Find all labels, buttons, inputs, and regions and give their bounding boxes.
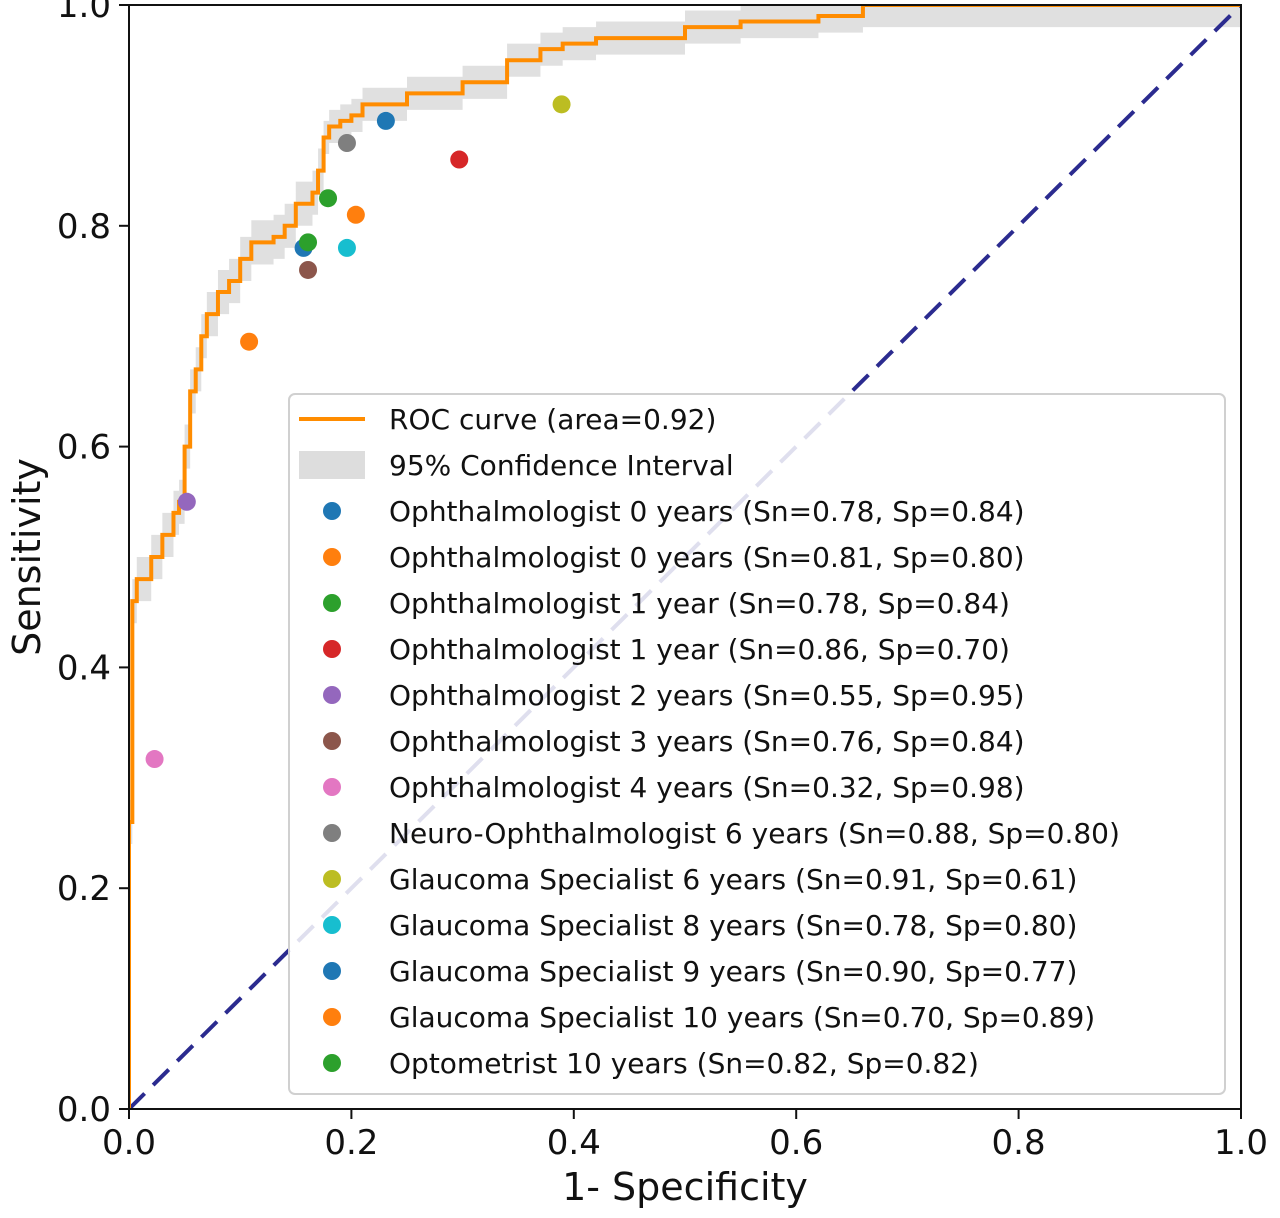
legend-marker-12 xyxy=(323,1008,341,1026)
legend-label-11: Glaucoma Specialist 9 years (Sn=0.90, Sp… xyxy=(389,955,1077,988)
y-tick-label: 0.0 xyxy=(57,1090,111,1130)
legend-marker-3 xyxy=(323,594,341,612)
x-tick-label: 0.8 xyxy=(992,1123,1046,1163)
legend-marker-5 xyxy=(323,686,341,704)
plot-frame xyxy=(128,4,1242,1110)
legend-marker-7 xyxy=(323,778,341,796)
y-tick-label: 0.4 xyxy=(57,648,111,688)
legend: ROC curve (area=0.92) 95% Confidence Inte… xyxy=(288,393,1226,1095)
y-tick-label: 0.2 xyxy=(57,869,111,909)
legend-marker-9 xyxy=(323,870,341,888)
data-point-2 xyxy=(346,205,365,224)
data-point-7 xyxy=(145,750,164,769)
legend-label-5: Ophthalmologist 2 years (Sn=0.55, Sp=0.9… xyxy=(389,679,1025,712)
y-tick-label: 0.8 xyxy=(57,207,111,247)
x-tick-label: 0.2 xyxy=(324,1123,378,1163)
x-tick-label: 0.0 xyxy=(102,1123,156,1163)
x-axis-title: 1- Specificity xyxy=(562,1165,808,1209)
legend-label-8: Neuro-Ophthalmologist 6 years (Sn=0.88, … xyxy=(389,817,1120,850)
data-point-10 xyxy=(337,238,356,257)
legend-marker-11 xyxy=(323,962,341,980)
x-tick-label: 1.0 xyxy=(1214,1123,1268,1163)
legend-label-4: Ophthalmologist 1 year (Sn=0.86, Sp=0.70… xyxy=(389,633,1010,666)
legend-label-12: Glaucoma Specialist 10 years (Sn=0.70, S… xyxy=(389,1001,1095,1034)
legend-label-3: Ophthalmologist 1 year (Sn=0.78, Sp=0.84… xyxy=(389,587,1010,620)
legend-marker-6 xyxy=(323,732,341,750)
y-tick-label: 0.6 xyxy=(57,428,111,468)
legend-marker-1 xyxy=(323,502,341,520)
legend-roc-label: ROC curve (area=0.92) xyxy=(389,403,716,436)
axes-layer: 0.0 0.2 0.4 0.6 0.8 1.0 0.0 0.2 0.4 0.6 0.8 1.0 1- S… xyxy=(5,0,1268,1209)
data-point-13 xyxy=(319,189,338,208)
y-tick-label: 1.0 xyxy=(57,0,111,26)
legend-label-13: Optometrist 10 years (Sn=0.82, Sp=0.82) xyxy=(389,1047,979,1080)
x-tick-label: 0.6 xyxy=(769,1123,823,1163)
legend-ci-label: 95% Confidence Interval xyxy=(389,449,734,482)
legend-marker-13 xyxy=(323,1054,341,1072)
data-point-5 xyxy=(177,492,196,511)
legend-label-1: Ophthalmologist 0 years (Sn=0.78, Sp=0.8… xyxy=(389,495,1025,528)
legend-label-10: Glaucoma Specialist 8 years (Sn=0.78, Sp… xyxy=(389,909,1077,942)
legend-label-9: Glaucoma Specialist 6 years (Sn=0.91, Sp… xyxy=(389,863,1077,896)
data-point-12 xyxy=(240,332,259,351)
legend-box xyxy=(288,393,1226,1095)
legend-ci-handle xyxy=(299,451,365,479)
x-tick-label: 0.4 xyxy=(547,1123,601,1163)
data-point-9 xyxy=(552,95,571,114)
legend-marker-4 xyxy=(323,640,341,658)
legend-marker-8 xyxy=(323,824,341,842)
data-point-3 xyxy=(299,233,318,252)
data-point-11 xyxy=(376,111,395,130)
legend-marker-10 xyxy=(323,916,341,934)
legend-label-6: Ophthalmologist 3 years (Sn=0.76, Sp=0.8… xyxy=(389,725,1025,758)
legend-label-7: Ophthalmologist 4 years (Sn=0.32, Sp=0.9… xyxy=(389,771,1025,804)
data-point-4 xyxy=(450,150,469,169)
legend-label-2: Ophthalmologist 0 years (Sn=0.81, Sp=0.8… xyxy=(389,541,1025,574)
legend-marker-2 xyxy=(323,548,341,566)
data-point-8 xyxy=(337,134,356,152)
data-point-6 xyxy=(299,260,318,279)
y-axis-title: Sensitivity xyxy=(5,458,49,656)
